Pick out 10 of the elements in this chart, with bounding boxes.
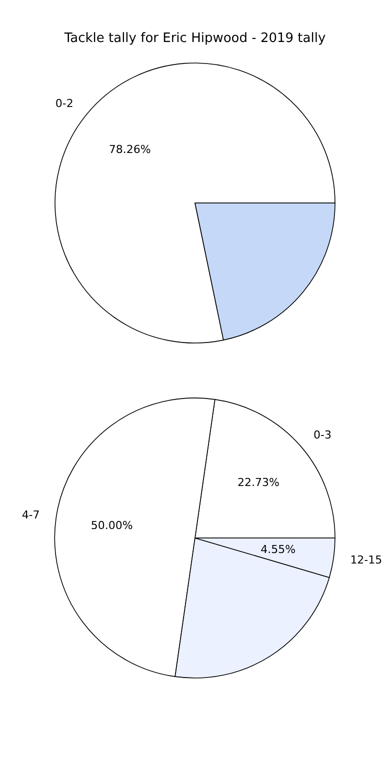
data-label: 22.73%	[238, 476, 280, 489]
pie-slice	[54, 62, 336, 344]
slice-label: 12-15	[350, 553, 382, 566]
data-label: 50.00%	[90, 519, 133, 532]
slice-label: 0-2	[55, 97, 74, 110]
slice-label: 4-7	[22, 508, 40, 522]
chart-title: Tackle tally for Eric Hipwood - 2019 tally	[63, 31, 326, 46]
slice-label: 0-3	[313, 428, 332, 442]
data-label: 78.26%	[108, 142, 151, 156]
data-label: 4.55%	[260, 542, 296, 556]
